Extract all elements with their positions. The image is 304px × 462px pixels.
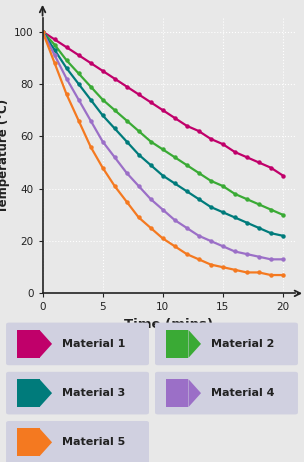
X-axis label: Time (mins): Time (mins) [124,318,213,331]
FancyBboxPatch shape [6,421,149,462]
Polygon shape [188,330,201,358]
Polygon shape [40,428,52,456]
Bar [17,428,40,456]
Bar [166,330,188,358]
Y-axis label: Temperature (°C): Temperature (°C) [0,99,10,213]
FancyBboxPatch shape [155,322,298,365]
Text: Material 2: Material 2 [211,339,275,349]
Polygon shape [40,379,52,407]
Text: Material 5: Material 5 [62,438,126,447]
Text: Material 1: Material 1 [62,339,126,349]
FancyBboxPatch shape [6,372,149,414]
FancyBboxPatch shape [6,322,149,365]
Bar [17,379,40,407]
Text: Material 4: Material 4 [211,388,275,398]
Text: Material 3: Material 3 [62,388,126,398]
Polygon shape [40,330,52,358]
Polygon shape [188,379,201,407]
Bar [17,330,40,358]
Bar [166,379,188,407]
FancyBboxPatch shape [155,372,298,414]
